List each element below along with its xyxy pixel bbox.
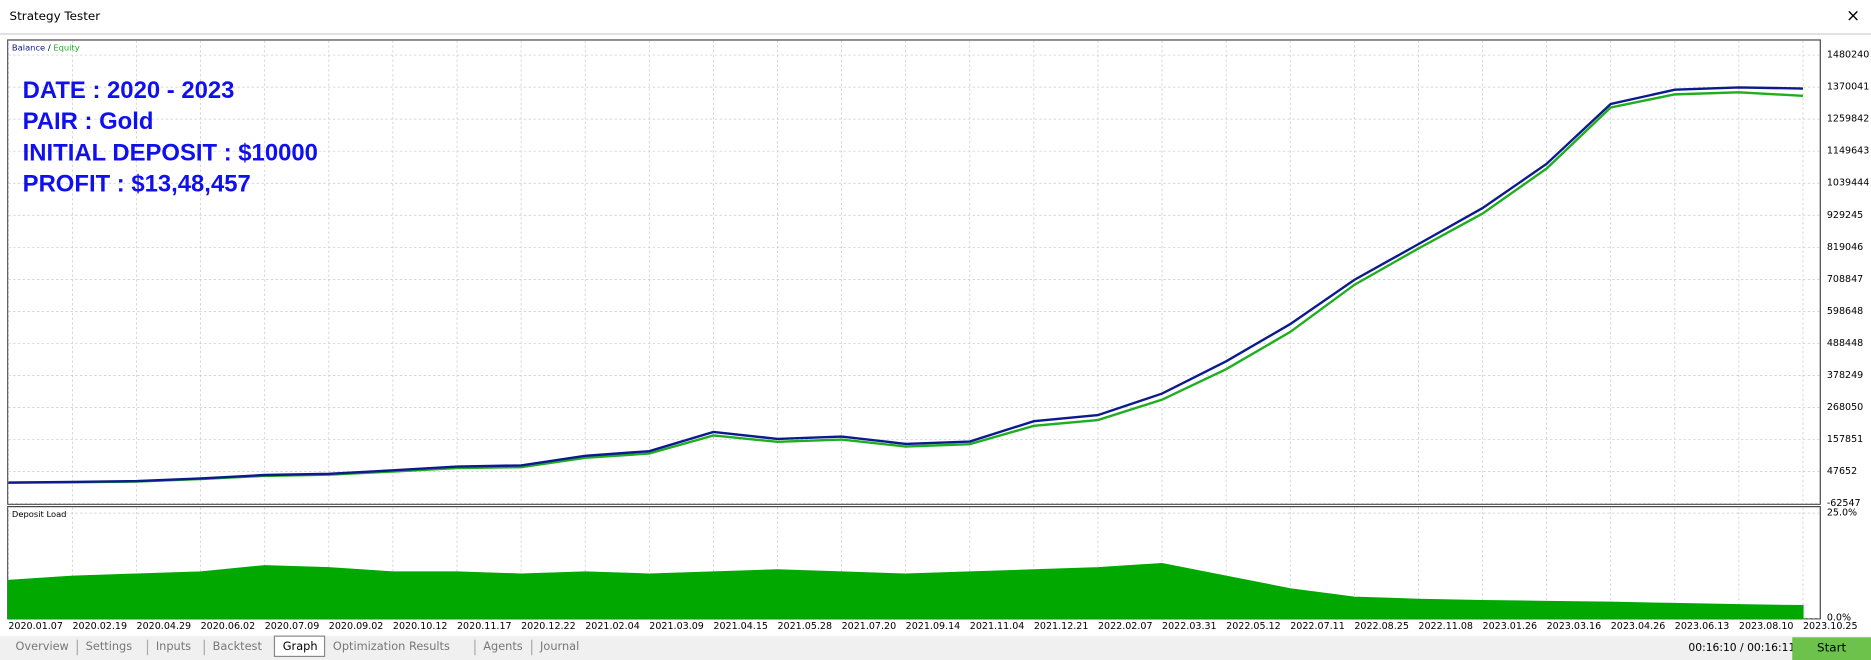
tab[interactable]: Agents <box>483 639 523 653</box>
y-tick-label: 708847 <box>1827 274 1863 285</box>
x-tick-label: 2023.01.26 <box>1483 621 1538 632</box>
x-tick-label: 2020.06.02 <box>201 621 256 632</box>
x-tick-label: 2022.08.25 <box>1354 621 1409 632</box>
y-tick-label: 378249 <box>1827 370 1863 381</box>
y-tick-label: 819046 <box>1827 242 1863 253</box>
x-tick-label: 2022.05.12 <box>1226 621 1281 632</box>
x-tick-label: 2021.05.28 <box>777 621 832 632</box>
x-tick-label: 2020.02.19 <box>72 621 127 632</box>
y-tick-label: 488448 <box>1827 338 1863 349</box>
tab[interactable]: Inputs <box>156 639 191 653</box>
x-tick-label: 2020.09.02 <box>329 621 384 632</box>
window-title: Strategy Tester <box>10 9 101 23</box>
x-tick-label: 2021.11.04 <box>970 621 1025 632</box>
x-tick-label: 2023.08.10 <box>1739 621 1794 632</box>
y-tick-label: 1149643 <box>1827 146 1869 157</box>
y-tick-label: 0.0% <box>1827 613 1851 624</box>
x-tick-label: 2023.06.13 <box>1675 621 1730 632</box>
x-tick-label: 2020.01.07 <box>8 621 63 632</box>
start-button-bg[interactable] <box>1792 637 1871 660</box>
x-tick-label: 2020.04.29 <box>137 621 192 632</box>
x-tick-label: 2020.12.22 <box>521 621 576 632</box>
legend: Balance / Equity <box>12 42 80 52</box>
start-button[interactable]: Start <box>1817 641 1846 655</box>
y-tick-label: 157851 <box>1827 434 1863 445</box>
tab-bar <box>0 636 1871 660</box>
y-tick-label: -62547 <box>1827 498 1861 509</box>
tab[interactable]: Backtest <box>213 639 263 653</box>
x-tick-label: 2021.07.20 <box>842 621 897 632</box>
legend-entry: Equity <box>53 42 79 52</box>
x-tick-label: 2021.12.21 <box>1034 621 1089 632</box>
x-tick-label: 2022.03.31 <box>1162 621 1217 632</box>
tab[interactable]: Settings <box>86 639 133 653</box>
y-tick-label: 1370041 <box>1827 82 1869 93</box>
y-tick-label: 268050 <box>1827 402 1863 413</box>
y-tick-label: 25.0% <box>1827 508 1857 519</box>
x-tick-label: 2022.07.11 <box>1290 621 1345 632</box>
close-button[interactable]: × <box>1846 5 1860 25</box>
panel-title: Deposit Load <box>12 509 67 519</box>
tab[interactable]: Journal <box>539 639 579 653</box>
tab[interactable]: Optimization Results <box>333 639 450 653</box>
series-line <box>8 86 1804 484</box>
x-tick-label: 2020.07.09 <box>265 621 320 632</box>
y-tick-label: 598648 <box>1827 306 1863 317</box>
x-tick-label: 2021.04.15 <box>713 621 768 632</box>
legend-entry: Balance <box>12 42 45 52</box>
y-tick-label: 1259842 <box>1827 114 1869 125</box>
annotation: PAIR : Gold <box>23 108 154 135</box>
y-tick-label: 929245 <box>1827 210 1863 221</box>
x-tick-label: 2020.11.17 <box>457 621 512 632</box>
x-tick-label: 2020.10.12 <box>393 621 448 632</box>
x-tick-label: 2023.10.25 <box>1803 621 1858 632</box>
tab[interactable]: Overview <box>16 639 69 653</box>
annotation: DATE : 2020 - 2023 <box>23 77 235 104</box>
y-tick-label: 1039444 <box>1827 178 1869 189</box>
x-tick-label: 2021.09.14 <box>906 621 961 632</box>
legend-entry: / <box>48 42 51 52</box>
y-tick-label: 1480240 <box>1827 50 1869 61</box>
tab[interactable]: Graph <box>283 639 318 653</box>
x-tick-label: 2021.02.04 <box>585 621 640 632</box>
x-tick-label: 2023.04.26 <box>1611 621 1666 632</box>
x-tick-label: 2021.03.09 <box>649 621 704 632</box>
deposit-load-area <box>7 562 1804 619</box>
annotation: PROFIT : $13,48,457 <box>23 170 251 197</box>
x-tick-label: 2022.11.08 <box>1418 621 1473 632</box>
x-tick-label: 2022.02.07 <box>1098 621 1153 632</box>
tab-active-bg <box>273 635 326 658</box>
main-plot-frame <box>7 39 1821 505</box>
elapsed-time: 00:16:10 / 00:16:11 <box>1688 641 1795 654</box>
y-tick-label: 47652 <box>1827 466 1857 477</box>
x-tick-label: 2023.03.16 <box>1547 621 1602 632</box>
annotation: INITIAL DEPOSIT : $10000 <box>23 139 318 166</box>
